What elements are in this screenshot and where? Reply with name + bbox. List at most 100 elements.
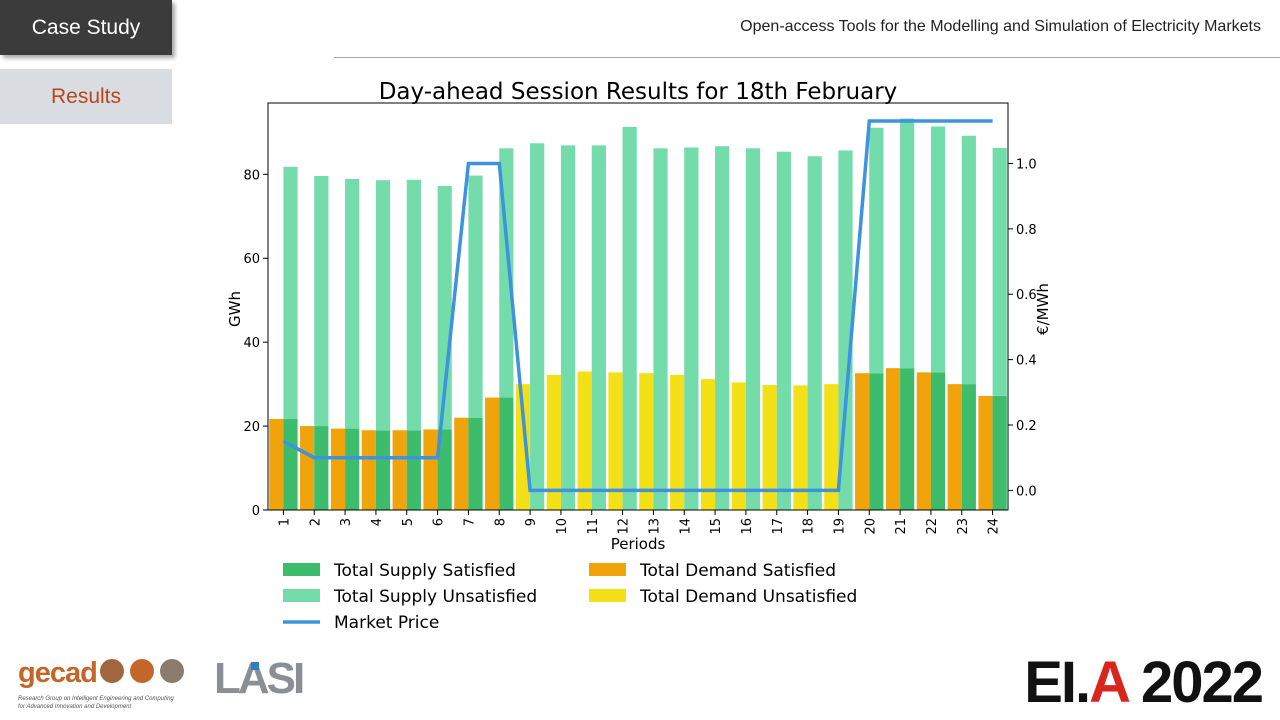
supply-satisfied-bar-3 [345, 428, 360, 510]
x-tick-label-17: 17 [771, 518, 786, 535]
demand-satisfied-bar-2 [300, 426, 315, 510]
legend-swatch-total-demand-unsatisfied [589, 589, 626, 602]
supply-satisfied-bar-4 [375, 430, 391, 510]
legend-swatch-total-supply-unsatisfied [283, 589, 320, 602]
x-tick-label-16: 16 [740, 518, 755, 535]
slide-header-title: Open-access Tools for the Modelling and … [740, 18, 1261, 35]
y-tick-label-0: 0 [252, 504, 260, 519]
supply-unsatisfied-bar-4 [375, 180, 391, 431]
demand-unsatisfied-bar-19 [824, 384, 839, 510]
y2-tick-label-5: 1.0 [1016, 157, 1037, 172]
x-tick-label-24: 24 [987, 518, 1002, 535]
gecad-tagline-line2: for Advanced Innovation and Development [18, 704, 132, 710]
x-axis-label: Periods [611, 535, 666, 553]
section-tab-case-study: Case Study [0, 0, 172, 55]
supply-unsatisfied-bar-12 [622, 126, 637, 510]
x-tick-label-11: 11 [586, 518, 601, 535]
legend-label-total-demand-satisfied: Total Demand Satisfied [639, 561, 836, 581]
y-tick-label-80: 80 [243, 168, 260, 183]
chart-legend: Total Supply Satisfied Total Demand Satis… [283, 561, 857, 633]
supply-satisfied-bar-20 [869, 373, 884, 510]
eia-accent-letter: A [1089, 650, 1129, 715]
demand-satisfied-bar-5 [392, 430, 407, 510]
gecad-tagline-line1: Research Group on Intelligent Engineerin… [18, 696, 174, 702]
x-tick-label-20: 20 [863, 518, 878, 535]
legend-label-market-price: Market Price [334, 613, 439, 633]
supply-unsatisfied-bar-3 [345, 178, 360, 429]
x-tick-label-21: 21 [894, 518, 909, 535]
supply-satisfied-bar-7 [468, 417, 483, 510]
supply-satisfied-bar-23 [961, 384, 976, 510]
demand-unsatisfied-bar-11 [577, 371, 592, 510]
y-tick-label-20: 20 [243, 420, 260, 435]
market-price-line [282, 119, 993, 493]
header-divider [334, 57, 1280, 58]
supply-unsatisfied-bar-14 [684, 147, 699, 510]
demand-unsatisfied-bar-17 [762, 384, 777, 510]
supply-unsatisfied-bar-23 [961, 135, 976, 385]
legend-swatch-total-supply-satisfied [283, 563, 320, 576]
lasi-accent-square [251, 662, 259, 670]
supply-satisfied-bar-21 [900, 368, 915, 510]
eia-prefix: EI. [1024, 650, 1091, 715]
y2-tick-label-2: 0.4 [1016, 354, 1037, 369]
y2-axis-label: €/MWh [1034, 283, 1052, 335]
section-tab-label: Case Study [31, 15, 141, 39]
supply-satisfied-bar-8 [499, 397, 514, 510]
y2-tick-label-0: 0.0 [1016, 484, 1037, 499]
x-tick-label-4: 4 [370, 518, 385, 526]
legend-label-total-supply-unsatisfied: Total Supply Unsatisfied [333, 587, 537, 607]
x-tick-label-7: 7 [462, 518, 477, 526]
y-tick-label-40: 40 [243, 336, 260, 351]
legend-label-total-supply-satisfied: Total Supply Satisfied [333, 561, 516, 581]
demand-satisfied-bar-3 [330, 428, 346, 510]
supply-unsatisfied-bar-11 [591, 145, 606, 510]
x-tick-label-10: 10 [555, 518, 570, 535]
x-tick-label-1: 1 [277, 518, 292, 526]
gecad-wordmark: gecad [18, 657, 98, 689]
y-tick-label-60: 60 [243, 252, 260, 267]
supply-satisfied-bar-1 [283, 418, 298, 510]
chart-bars [269, 118, 1007, 511]
gecad-circle-1 [100, 659, 124, 683]
demand-satisfied-bar-23 [947, 384, 962, 510]
demand-unsatisfied-bar-13 [639, 373, 654, 510]
demand-unsatisfied-bar-14 [670, 374, 685, 510]
x-tick-label-9: 9 [524, 518, 539, 526]
demand-satisfied-bar-21 [885, 368, 901, 510]
supply-unsatisfied-bar-16 [745, 148, 761, 510]
demand-satisfied-bar-6 [423, 429, 438, 510]
legend-label-total-demand-unsatisfied: Total Demand Unsatisfied [639, 587, 857, 607]
supply-satisfied-bar-5 [406, 430, 421, 510]
demand-unsatisfied-bar-12 [608, 372, 623, 510]
demand-satisfied-bar-1 [269, 418, 284, 510]
x-tick-label-8: 8 [493, 518, 508, 526]
gecad-logo: gecad Research Group on Intelligent Engi… [16, 655, 186, 713]
demand-satisfied-bar-7 [454, 417, 469, 510]
eia-2022-logo: EI.A 2022 [1024, 648, 1264, 718]
supply-unsatisfied-bar-13 [653, 148, 668, 510]
x-tick-label-13: 13 [647, 518, 662, 535]
x-tick-label-3: 3 [339, 518, 354, 526]
subsection-tab-label: Results [50, 84, 122, 108]
supply-unsatisfied-bar-15 [715, 146, 730, 510]
demand-satisfied-bar-20 [855, 373, 870, 510]
y2-tick-label-4: 0.8 [1016, 223, 1037, 238]
supply-unsatisfied-bar-18 [807, 156, 822, 510]
gecad-circle-2 [130, 659, 154, 683]
supply-unsatisfied-bar-20 [869, 127, 884, 374]
demand-unsatisfied-bar-15 [700, 379, 716, 510]
x-tick-label-14: 14 [678, 518, 693, 535]
supply-unsatisfied-bar-7 [468, 175, 483, 418]
supply-satisfied-bar-2 [314, 426, 329, 510]
subsection-tab-results: Results [0, 69, 172, 124]
lasi-logo: LASI [214, 654, 305, 706]
demand-satisfied-bar-4 [361, 430, 376, 510]
gecad-tagline: Research Group on Intelligent Engineerin… [18, 695, 188, 711]
y-axis-label: GWh [226, 291, 244, 327]
supply-satisfied-bar-6 [437, 429, 452, 510]
x-tick-label-12: 12 [617, 518, 632, 535]
demand-unsatisfied-bar-10 [546, 374, 561, 510]
demand-satisfied-bar-8 [485, 397, 500, 510]
